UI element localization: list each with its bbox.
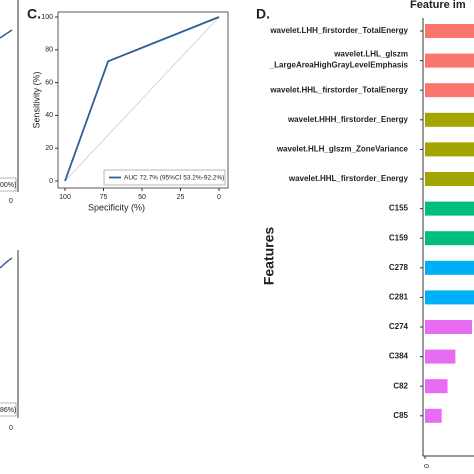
- bar: [425, 408, 442, 423]
- x-axis-label: Specificity (%): [88, 202, 145, 212]
- chart-title: Feature im: [410, 0, 466, 11]
- fragment-legend: [0, 177, 17, 192]
- fragment-curve: [0, 257, 13, 269]
- bar: [425, 53, 474, 68]
- bar: [425, 83, 474, 98]
- y-tick-label: 0: [49, 178, 53, 185]
- bar: [425, 349, 456, 364]
- fragment-tick: 0: [9, 198, 13, 205]
- x-tick-label: 0: [217, 194, 221, 201]
- y-tick-label: 60: [45, 79, 53, 86]
- y-tick-label: wavelet.LHH_firstorder_TotalEnergy: [269, 26, 408, 35]
- y-tick-label: C384: [389, 352, 409, 361]
- x-tick-label: 0: [424, 464, 431, 468]
- bar: [425, 201, 474, 216]
- fragment-tick: 0: [9, 425, 13, 432]
- reference-line: [64, 16, 220, 182]
- bar: [425, 379, 448, 394]
- legend-label: AUC 72.7% (95%CI 53.2%-92.2%): [124, 175, 224, 182]
- y-axis-label: Features: [261, 227, 277, 286]
- plot-frame: [57, 11, 229, 189]
- roc-curve: [64, 16, 220, 182]
- y-tick-label: 20: [45, 145, 53, 152]
- bar: [425, 260, 474, 275]
- y-tick-label: C281: [389, 293, 409, 302]
- panel-label: C.: [27, 6, 41, 22]
- x-tick-label: 75: [100, 194, 108, 201]
- panel-label: D.: [256, 6, 270, 22]
- y-tick-label: 40: [45, 112, 53, 119]
- x-tick-label: 25: [177, 194, 185, 201]
- y-tick-label: wavelet.HHL_firstorder_Energy: [288, 174, 409, 183]
- legend-box: [103, 169, 226, 186]
- fragment-text: 86%): [0, 407, 16, 414]
- y-tick-label: 100: [41, 14, 53, 21]
- y-tick-label: C85: [393, 411, 408, 420]
- bar: [425, 112, 474, 127]
- bar: [425, 320, 473, 334]
- y-axis-label: Sensitivity (%): [31, 71, 41, 128]
- y-tick-label: wavelet.HHH_firstorder_Energy: [287, 115, 409, 124]
- bar: [425, 290, 474, 305]
- y-tick-label: C278: [389, 263, 409, 272]
- y-tick-label: C155: [389, 204, 409, 213]
- x-tick-label: 100: [59, 194, 71, 201]
- y-tick-label: wavelet.HLH_glszm_ZoneVariance: [276, 145, 409, 154]
- bar: [425, 231, 474, 246]
- bar: [425, 142, 474, 157]
- y-tick-label: 80: [45, 47, 53, 54]
- y-tick-label: C159: [389, 233, 409, 242]
- fragment-curve: [0, 29, 13, 39]
- fragment-legend: [0, 402, 17, 417]
- fragment-text: 00%): [0, 182, 16, 189]
- y-tick-label: C82: [393, 381, 408, 390]
- y-tick-label: wavelet.LHL_glszm _LargeAreaHighGrayLevel…: [269, 50, 409, 70]
- y-tick-label: C274: [389, 322, 409, 331]
- x-tick-label: 50: [138, 194, 146, 201]
- bar: [425, 24, 474, 38]
- y-tick-label: wavelet.HHL_firstorder_TotalEnergy: [269, 85, 408, 94]
- bar: [425, 172, 474, 186]
